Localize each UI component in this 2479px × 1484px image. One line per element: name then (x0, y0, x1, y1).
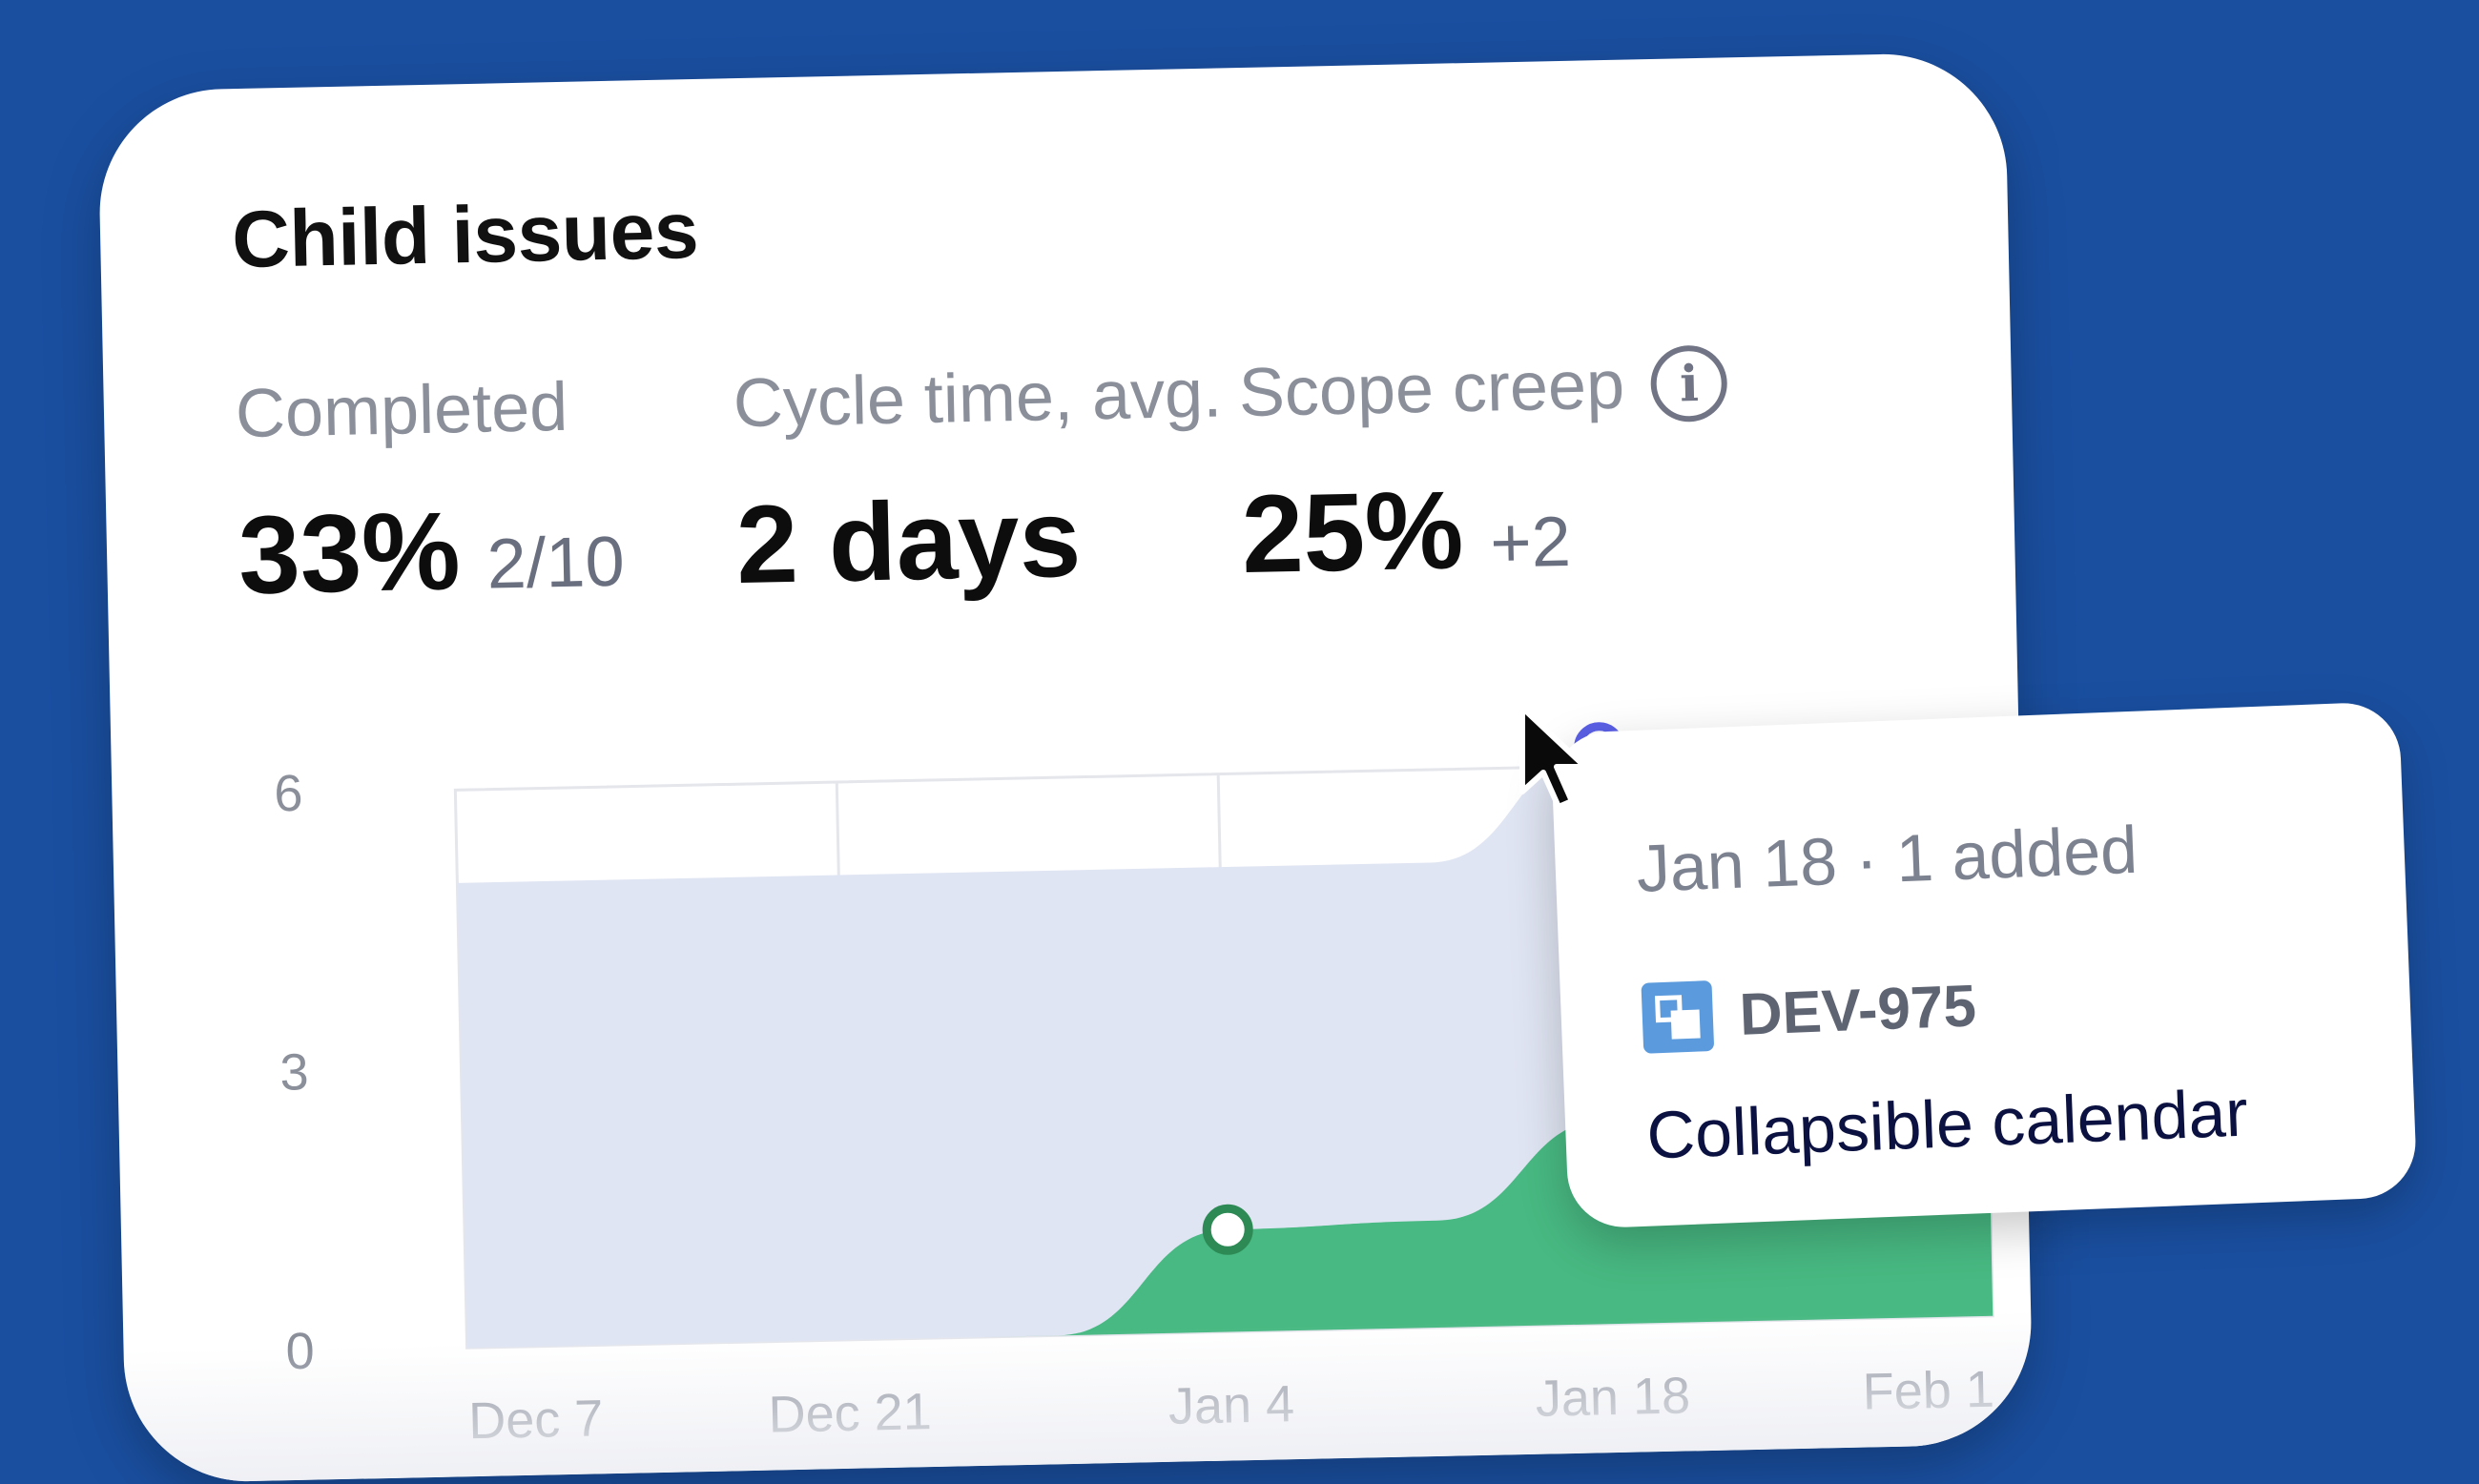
metric-completed: Completed 33% 2/10 (235, 367, 625, 619)
y-tick-label: 6 (274, 765, 303, 823)
subtask-icon (1641, 979, 1715, 1054)
metric-label-row: Scope creep i (1238, 343, 1728, 432)
metric-value-row: 33% 2/10 (238, 484, 626, 619)
tooltip-issue-row[interactable]: DEV-975 (1641, 970, 1978, 1054)
metric-value-row: 25% +2 (1241, 460, 1732, 598)
metric-value: 2 days (734, 475, 1083, 608)
metric-label: Cycle time, avg. (733, 355, 1223, 443)
data-point-marker (1202, 1204, 1253, 1255)
metric-value: 33% (237, 488, 462, 618)
metric-label: Scope creep (1237, 346, 1625, 432)
metric-value: 25% (1240, 467, 1465, 597)
issue-summary[interactable]: Collapsible calendar (1645, 1075, 2250, 1173)
chart-tooltip: Jan 18 · 1 added DEV-975 Collapsible cal… (1550, 701, 2418, 1229)
info-icon[interactable]: i (1650, 344, 1728, 423)
issue-key[interactable]: DEV-975 (1738, 972, 1978, 1048)
metric-detail: +2 (1489, 501, 1572, 583)
tooltip-header: Jan 18 · 1 added (1635, 812, 2139, 906)
metric-scope-creep: Scope creep i 25% +2 (1238, 343, 1732, 598)
metric-cycle-time: Cycle time, avg. 2 days (733, 354, 1226, 608)
metric-value-row: 2 days (735, 470, 1227, 608)
mouse-pointer-icon (1519, 705, 1588, 810)
metric-detail: 2/10 (485, 521, 626, 604)
card-title: Child issues (231, 184, 699, 285)
y-tick-label: 3 (279, 1043, 309, 1102)
metric-label: Completed (235, 368, 568, 453)
